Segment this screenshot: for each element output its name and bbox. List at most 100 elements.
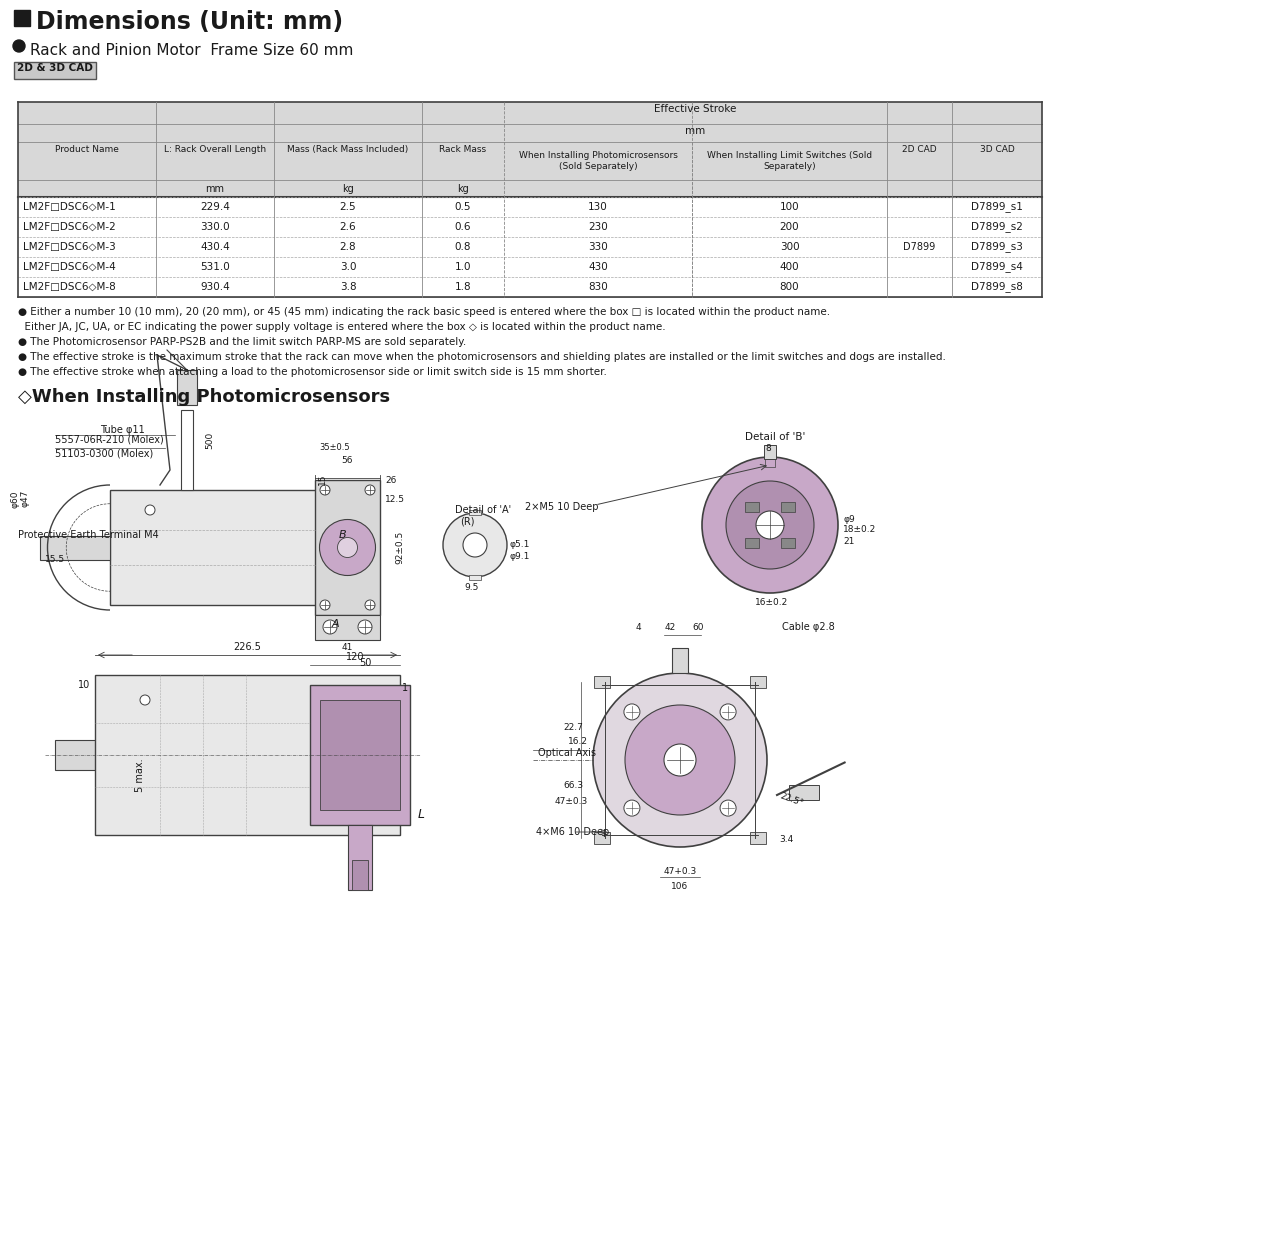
Text: φ60: φ60 [10,490,19,507]
Text: D7899_s2: D7899_s2 [972,222,1023,233]
Bar [177,371,197,404]
Text: 3.4: 3.4 [780,835,794,845]
Text: 400: 400 [780,262,799,272]
Bar [468,510,481,515]
Text: Rack and Pinion Motor  Frame Size 60 mm: Rack and Pinion Motor Frame Size 60 mm [29,43,353,58]
Text: 531.0: 531.0 [200,262,230,272]
Text: D7899_s4: D7899_s4 [972,262,1023,273]
Text: φ5.1: φ5.1 [509,540,530,548]
Text: Dimensions (Unit: mm): Dimensions (Unit: mm) [36,10,343,34]
Text: 5557-06R-210 (Molex): 5557-06R-210 (Molex) [55,434,164,444]
Text: Detail of 'A': Detail of 'A' [454,505,511,515]
Text: 300: 300 [780,242,799,252]
Text: 800: 800 [780,282,799,292]
Bar [352,860,369,890]
Bar [14,10,29,26]
Text: D7899: D7899 [904,242,936,252]
Text: 100: 100 [780,202,799,212]
Text: 120: 120 [346,652,365,662]
Text: mm: mm [685,126,705,136]
Text: 830: 830 [588,282,608,292]
Text: 4×M6 10 Deep: 4×M6 10 Deep [536,828,609,838]
Text: ● The effective stroke when attaching a load to the photomicrosensor side or lim: ● The effective stroke when attaching a … [18,367,607,377]
Text: 8: 8 [765,444,771,453]
Text: 3.8: 3.8 [339,282,356,292]
Text: Product Name: Product Name [55,145,119,154]
Text: 226.5: 226.5 [233,642,261,652]
Bar [765,457,774,467]
Text: 330: 330 [588,242,608,252]
Text: 12.5: 12.5 [385,495,404,505]
Circle shape [13,40,26,53]
Text: 92±0.5: 92±0.5 [396,531,404,565]
Circle shape [625,705,735,815]
Text: A: A [332,618,339,629]
Text: 2.8: 2.8 [339,242,356,252]
Text: 2D & 3D CAD: 2D & 3D CAD [17,63,93,73]
Text: D7899_s8: D7899_s8 [972,282,1023,293]
Circle shape [721,800,736,816]
Text: ◇When Installing Photomicrosensors: ◇When Installing Photomicrosensors [18,388,390,406]
Text: Detail of 'B': Detail of 'B' [745,432,805,442]
Text: 3D CAD: 3D CAD [979,145,1014,154]
Text: Tube φ11: Tube φ11 [100,424,145,434]
Text: 10: 10 [78,680,90,690]
Text: 500: 500 [205,432,214,448]
Bar [745,502,759,512]
Bar [18,101,1042,197]
Text: 9.5: 9.5 [465,583,479,592]
Text: 18±0.2: 18±0.2 [844,525,877,535]
Text: 230: 230 [588,222,608,232]
Text: 930.4: 930.4 [200,282,230,292]
Text: 130: 130 [588,202,608,212]
Text: 16±0.2: 16±0.2 [755,598,788,607]
Text: ● The Photomicrosensor PARP-PS2B and the limit switch PARP-MS are sold separatel: ● The Photomicrosensor PARP-PS2B and the… [18,337,466,347]
Text: D7899_s3: D7899_s3 [972,242,1023,253]
Bar [320,700,399,810]
Text: 3.0: 3.0 [339,262,356,272]
Text: 5 max.: 5 max. [134,759,145,791]
Text: 47±0.3: 47±0.3 [554,798,588,806]
Circle shape [320,520,375,576]
Text: D7899_s1: D7899_s1 [972,202,1023,213]
Circle shape [323,620,337,634]
Circle shape [443,513,507,577]
Text: Rack Mass: Rack Mass [439,145,486,154]
Text: 51103-0300 (Molex): 51103-0300 (Molex) [55,448,154,458]
Text: kg: kg [457,184,468,194]
Text: 2×M5 10 Deep: 2×M5 10 Deep [525,502,599,512]
Text: 1.8: 1.8 [454,282,471,292]
Text: LM2F□DSC6◇M-8: LM2F□DSC6◇M-8 [23,282,115,292]
Bar [781,502,795,512]
Text: Effective Stroke: Effective Stroke [654,104,737,114]
Text: 15: 15 [317,473,326,485]
Circle shape [664,744,696,776]
Text: 4: 4 [635,623,641,632]
Text: 22.7: 22.7 [563,724,582,732]
Text: 66.3: 66.3 [563,780,582,790]
Text: 0.5: 0.5 [454,202,471,212]
Circle shape [463,533,486,557]
Bar [180,409,193,490]
Bar [594,676,611,689]
Text: 0.6: 0.6 [454,222,471,232]
Text: ● Either a number 10 (10 mm), 20 (20 mm), or 45 (45 mm) indicating the rack basi: ● Either a number 10 (10 mm), 20 (20 mm)… [18,307,831,317]
Text: Cable φ2.8: Cable φ2.8 [782,622,835,632]
Circle shape [320,485,330,495]
Bar [348,825,372,890]
Circle shape [365,600,375,610]
Text: 1.0: 1.0 [454,262,471,272]
Text: 47+0.3: 47+0.3 [663,866,696,876]
Bar [315,480,380,615]
Text: φ47: φ47 [20,490,29,507]
Text: 0.8: 0.8 [454,242,471,252]
Text: 15.5: 15.5 [45,555,65,563]
Bar [750,676,765,689]
Text: Either JA, JC, UA, or EC indicating the power supply voltage is entered where th: Either JA, JC, UA, or EC indicating the … [18,322,666,332]
Text: Optical Axis: Optical Axis [538,747,596,757]
Text: (R): (R) [460,517,475,527]
Text: Protective Earth Terminal M4: Protective Earth Terminal M4 [18,530,159,540]
Bar [788,785,819,800]
Text: 1: 1 [402,684,408,694]
Text: 22.5°: 22.5° [780,791,805,809]
